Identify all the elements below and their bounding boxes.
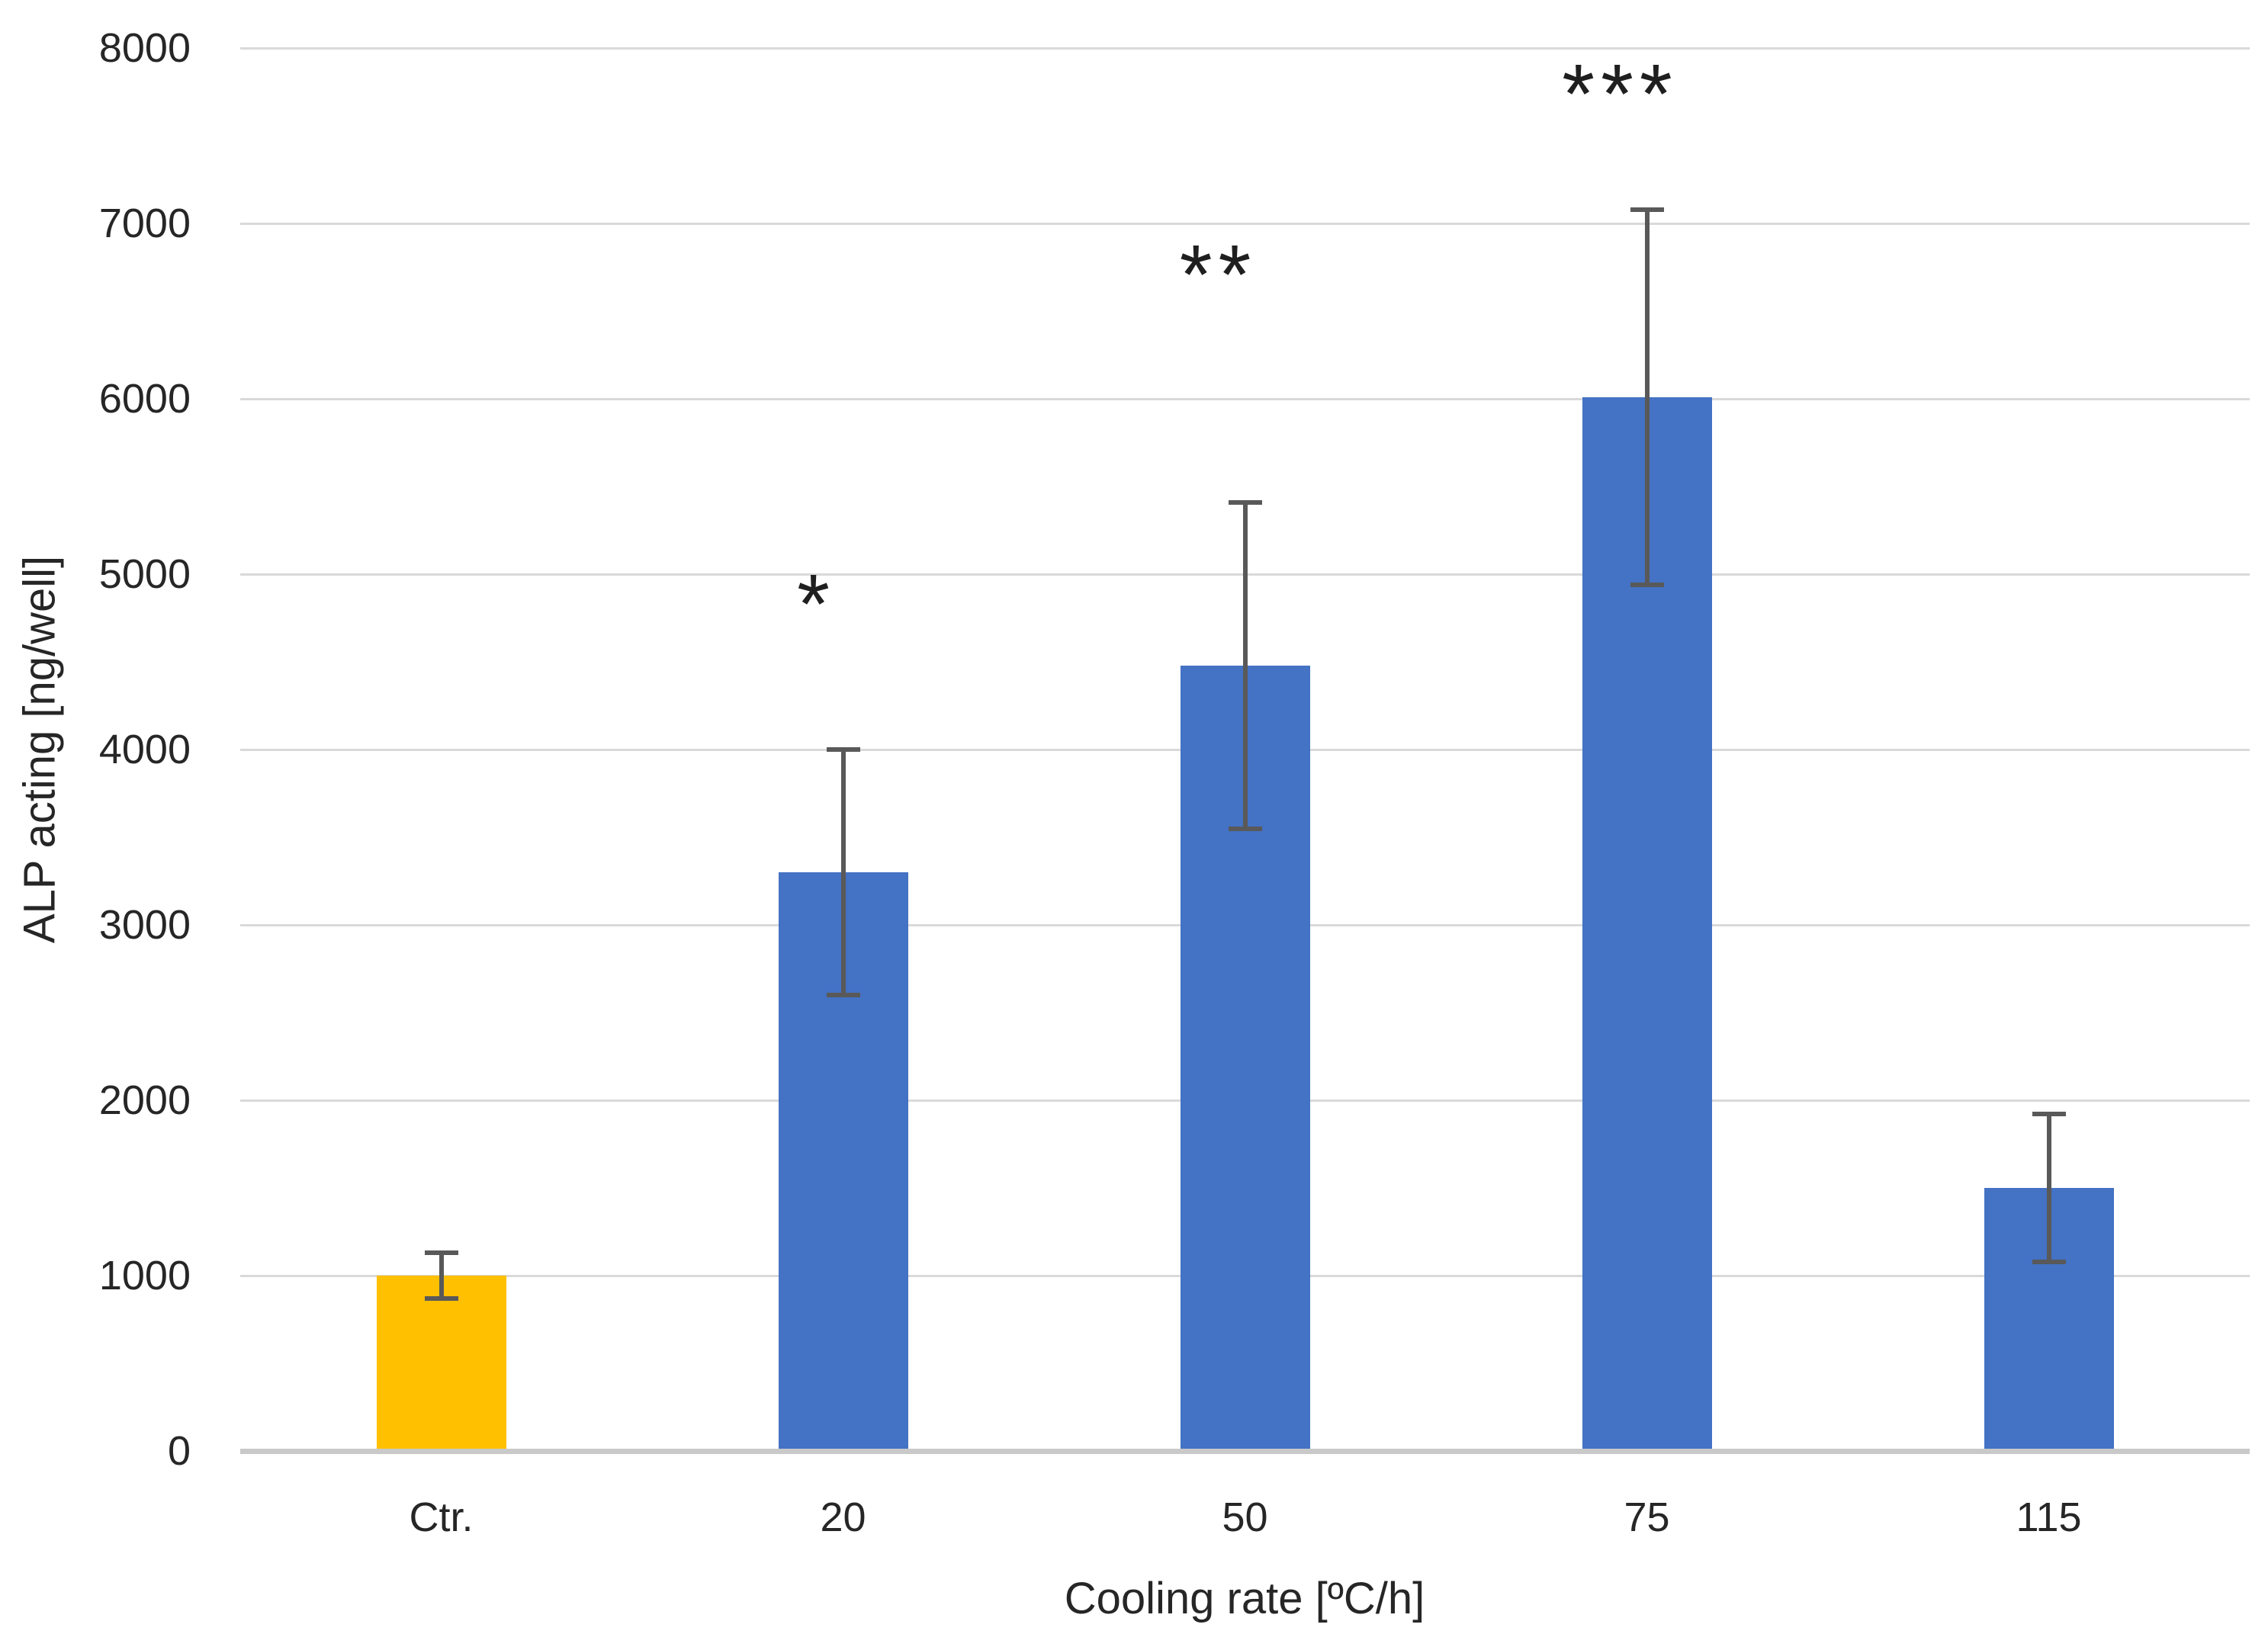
error-bar-cap (826, 747, 860, 752)
error-bar (1242, 502, 1248, 829)
y-tick-label: 6000 (98, 376, 191, 422)
y-tick-label: 8000 (98, 25, 191, 71)
x-tick-label: Ctr. (409, 1494, 474, 1540)
x-tick-label: 115 (2016, 1494, 2082, 1540)
significance-label: ** (1179, 227, 1258, 322)
y-tick-label: 2000 (98, 1077, 191, 1123)
error-bar-cap (1630, 582, 1664, 587)
error-bar-cap (2032, 1259, 2066, 1264)
x-tick-label: 75 (1624, 1494, 1670, 1540)
gridline (240, 397, 2250, 400)
y-tick-label: 7000 (98, 201, 191, 246)
gridline (240, 47, 2250, 50)
bar (376, 1276, 506, 1451)
error-bar (1644, 209, 1650, 585)
x-tick-label: 50 (1222, 1494, 1268, 1540)
gridline (240, 222, 2250, 225)
x-axis-line (240, 1449, 2250, 1454)
error-bar-cap (1228, 826, 1262, 831)
error-bar-cap (1228, 499, 1262, 505)
error-bar-cap (424, 1295, 458, 1301)
y-tick-label: 1000 (98, 1253, 191, 1298)
error-bar-cap (2032, 1112, 2066, 1117)
y-tick-label: 4000 (98, 727, 191, 772)
error-bar (840, 750, 846, 995)
error-bar-cap (424, 1250, 458, 1256)
significance-label: * (797, 557, 836, 651)
significance-label: *** (1562, 47, 1679, 141)
error-bar (2046, 1114, 2051, 1262)
error-bar-cap (1630, 207, 1664, 212)
error-bar (439, 1253, 444, 1298)
x-axis-title: Cooling rate [ºC/h] (1064, 1574, 1425, 1623)
error-bar-cap (826, 993, 860, 997)
y-tick-label: 0 (167, 1428, 191, 1474)
y-tick-label: 5000 (98, 551, 191, 597)
y-tick-label: 3000 (98, 902, 191, 948)
x-tick-label: 20 (820, 1494, 866, 1540)
